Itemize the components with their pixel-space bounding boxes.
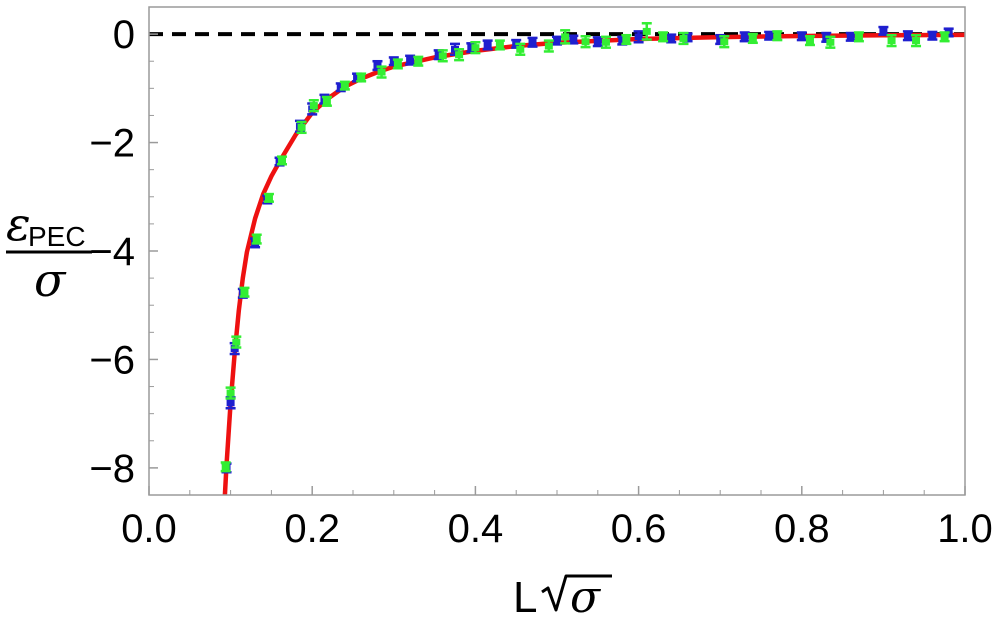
plot-frame — [148, 6, 966, 496]
data-point — [220, 461, 231, 473]
data-point — [825, 35, 836, 49]
data-point — [356, 72, 367, 83]
data-point — [911, 33, 922, 48]
data-point — [878, 25, 889, 36]
data-point — [263, 192, 274, 203]
data-point — [658, 31, 669, 43]
data-point — [376, 65, 387, 79]
y-tick-label: −6 — [89, 338, 135, 382]
data-point — [543, 39, 554, 53]
data-point — [600, 35, 611, 49]
data-point — [413, 55, 424, 67]
data-point — [739, 31, 750, 43]
y-tick-label: 0 — [113, 13, 135, 57]
sqrt-sign — [541, 574, 612, 612]
data-point — [621, 33, 632, 46]
data-point — [482, 39, 493, 51]
data-point — [641, 22, 652, 41]
series-2 — [220, 22, 950, 473]
x-axis-label: L σ — [513, 572, 612, 623]
x-tick-label: 0.2 — [284, 507, 340, 551]
data-point — [454, 48, 465, 62]
data-point — [239, 286, 250, 298]
data-point — [296, 120, 307, 135]
data-point — [437, 49, 448, 63]
y-tick-label: −8 — [89, 447, 135, 491]
data-point — [592, 36, 603, 48]
data-point — [886, 33, 897, 48]
data-point — [772, 30, 783, 42]
data-point — [560, 29, 571, 45]
data-point — [494, 39, 505, 51]
y-tick-label: −4 — [89, 230, 135, 274]
y-axis-label-sigma: σ — [34, 253, 67, 307]
data-point — [515, 42, 526, 56]
data-point — [633, 30, 644, 44]
data-point — [804, 35, 815, 47]
data-point — [927, 30, 938, 41]
y-axis-label-epsilon: ε — [6, 197, 31, 251]
x-axis-label-l: L — [513, 573, 537, 622]
x-tick-label: 0.8 — [774, 507, 830, 551]
data-point — [719, 35, 730, 49]
data-point — [392, 58, 403, 70]
x-tick-label: 0.4 — [448, 507, 504, 551]
x-tick-label: 0.6 — [611, 507, 667, 551]
fit-curve — [222, 32, 965, 495]
data-point — [853, 31, 864, 43]
data-point — [527, 36, 538, 48]
x-axis-label-sigma: σ — [570, 572, 602, 623]
data-point — [747, 32, 758, 45]
x-tick-label: 1.0 — [937, 507, 993, 551]
data-point — [321, 95, 332, 107]
data-point — [796, 31, 807, 42]
y-axis-label: ε PEC σ — [6, 197, 92, 307]
data-point — [939, 31, 950, 43]
data-point — [470, 40, 481, 55]
data-point — [251, 233, 262, 245]
data-point — [678, 31, 689, 46]
data-point — [277, 155, 288, 166]
y-tick-label: −2 — [89, 122, 135, 166]
data-point — [339, 80, 350, 91]
data-point — [845, 31, 856, 42]
data-point — [225, 386, 236, 400]
data-point — [902, 30, 913, 42]
y-axis-label-subscript: PEC — [28, 221, 86, 252]
data-point — [764, 30, 775, 41]
data-point — [231, 335, 242, 349]
data-point — [580, 35, 591, 49]
x-tick-label: 0.0 — [121, 507, 177, 551]
data-point — [308, 99, 319, 113]
